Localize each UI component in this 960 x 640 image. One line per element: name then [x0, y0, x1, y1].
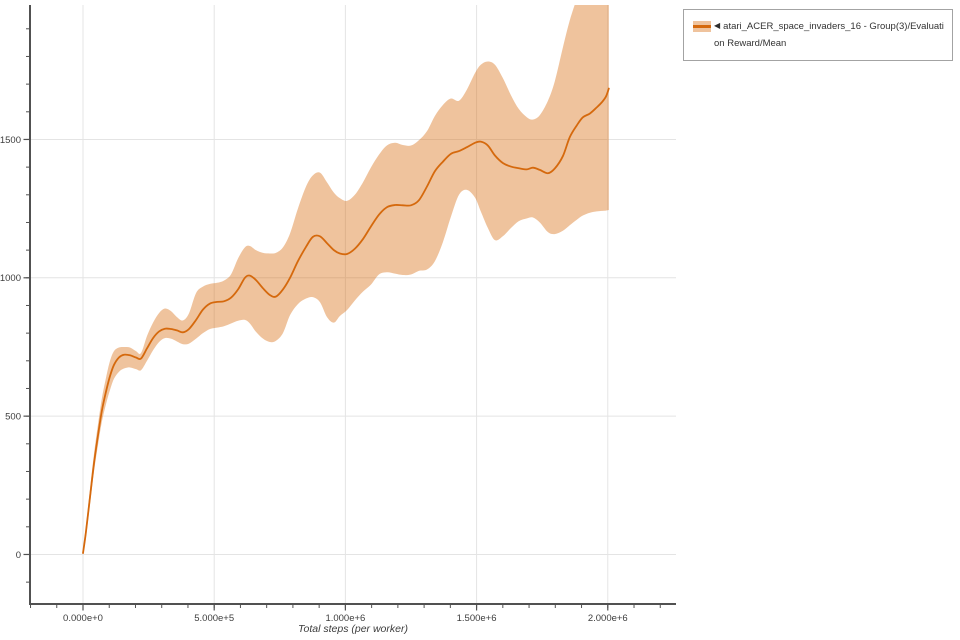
mean-line	[82, 87, 610, 554]
y-tick-label: 0	[16, 550, 21, 561]
legend-item[interactable]: ◀ atari_ACER_space_invaders_16 - Group(3…	[693, 17, 944, 35]
x-axis-title: Total steps (per worker)	[298, 623, 408, 635]
x-tick-label: 0.000e+0	[63, 613, 103, 624]
y-tick-label: 1000	[0, 273, 21, 284]
legend-collapse-icon[interactable]: ◀	[714, 21, 721, 30]
y-tick-label: 500	[5, 412, 21, 423]
y-tick-label: 1500	[0, 135, 21, 146]
legend[interactable]: ◀ atari_ACER_space_invaders_16 - Group(3…	[683, 9, 953, 61]
legend-label-line2: on Reward/Mean	[714, 38, 787, 49]
confidence-band	[83, 5, 609, 555]
x-tick-label: 5.000e+5	[194, 613, 234, 624]
x-tick-label: 1.500e+6	[457, 613, 497, 624]
x-tick-label: 2.000e+6	[588, 613, 628, 624]
x-tick-label: 1.000e+6	[325, 613, 365, 624]
legend-line-sample	[693, 24, 711, 28]
legend-label-line1: atari_ACER_space_invaders_16 - Group(3)/…	[723, 20, 944, 32]
legend-swatch	[693, 20, 711, 32]
